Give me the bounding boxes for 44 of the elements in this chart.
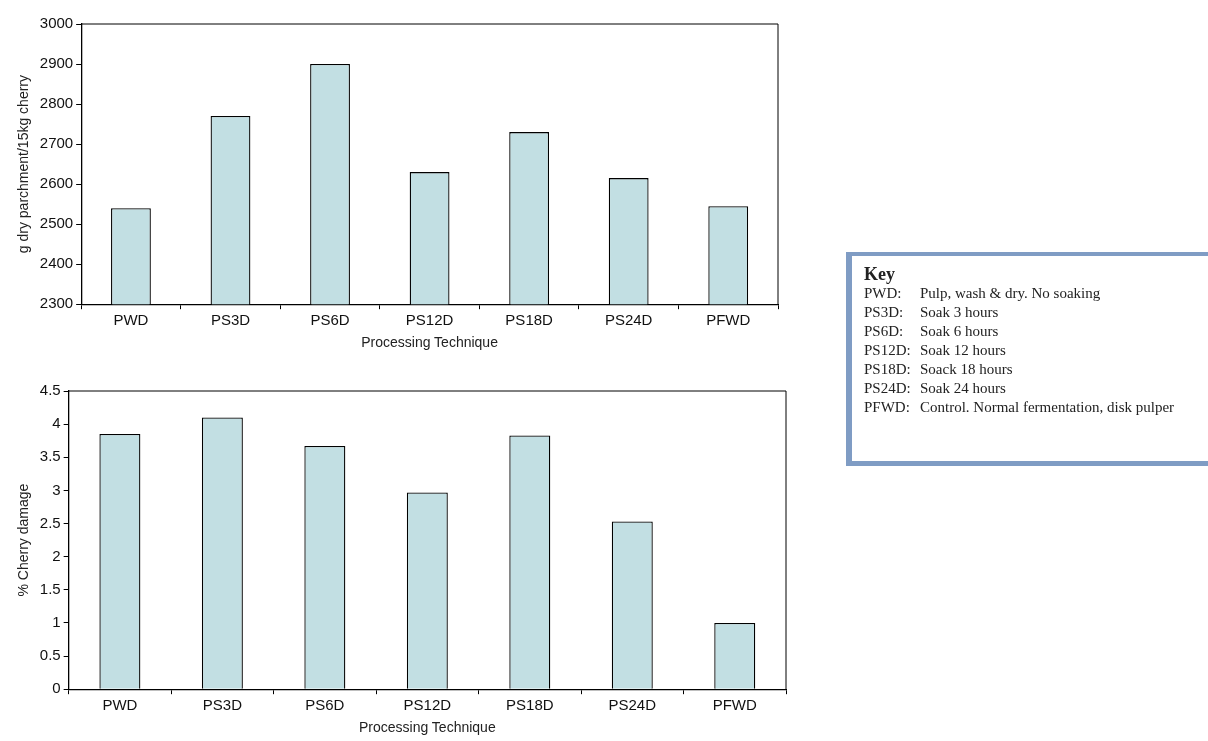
y-tick-label: 0.5 — [39, 646, 61, 664]
x-tick-label: PWD — [102, 696, 138, 714]
text: PS3D: Soak 3 hours — [864, 303, 1000, 322]
y-tick-label: 2 — [52, 546, 61, 564]
x-tick-label: PS3D — [202, 696, 243, 714]
x-tick-label: PS12D — [403, 696, 452, 714]
x-tick-label: PS24D — [608, 696, 657, 714]
x-axis-title: Processing Technique — [361, 334, 499, 351]
y-tick-label: 2500 — [39, 214, 74, 232]
y-axis-title: % Cherry damage — [15, 483, 32, 597]
y-tick-label: 4.5 — [39, 381, 61, 399]
x-axis-title: Processing Technique — [358, 719, 496, 736]
x-tick-label: PFWD — [712, 696, 757, 714]
y-tick-label: 1.5 — [39, 579, 61, 597]
x-tick-label: PWD — [113, 311, 149, 329]
x-tick-label: PS12D — [405, 311, 454, 329]
y-tick-label: 4 — [52, 414, 61, 432]
y-tick-label: 2400 — [39, 254, 74, 272]
text: PWD: Pulp, wash & dry. No soaking — [864, 285, 1101, 301]
y-tick-label: 2300 — [39, 294, 74, 312]
y-tick-label: 2900 — [39, 54, 74, 72]
text: PS18D: Soack 18 hours — [864, 360, 1014, 379]
x-tick-label: PS6D — [305, 696, 345, 714]
y-tick-label: 3 — [52, 480, 61, 498]
y-tick-label: 3.5 — [39, 447, 61, 465]
y-tick-label: 2.5 — [39, 513, 61, 531]
y-axis-title: g dry parchment/15kg cherry — [15, 75, 32, 254]
y-tick-label: 0 — [52, 679, 61, 697]
text: PS24D: Soak 24 hours — [864, 379, 1007, 398]
x-tick-label: PFWD — [706, 311, 751, 329]
text: PS12D: Soak 12 hours — [864, 341, 1007, 360]
x-tick-label: PS18D — [505, 311, 554, 329]
x-tick-label: PS6D — [310, 311, 350, 329]
y-tick-label: 2800 — [39, 94, 74, 112]
text: PS6D: Soak 6 hours — [864, 322, 1000, 341]
x-tick-label: PS3D — [210, 311, 251, 329]
y-tick-label: 2600 — [39, 174, 74, 192]
y-tick-label: 3000 — [39, 14, 74, 32]
text: PFWD: Control. Normal fermentation, disk pulper — [864, 398, 1176, 417]
x-tick-label: PS18D — [506, 696, 554, 714]
y-tick-label: 2700 — [39, 134, 74, 152]
text: Key — [864, 264, 896, 284]
y-tick-label: 1 — [52, 613, 61, 631]
x-tick-label: PS24D — [604, 311, 653, 329]
